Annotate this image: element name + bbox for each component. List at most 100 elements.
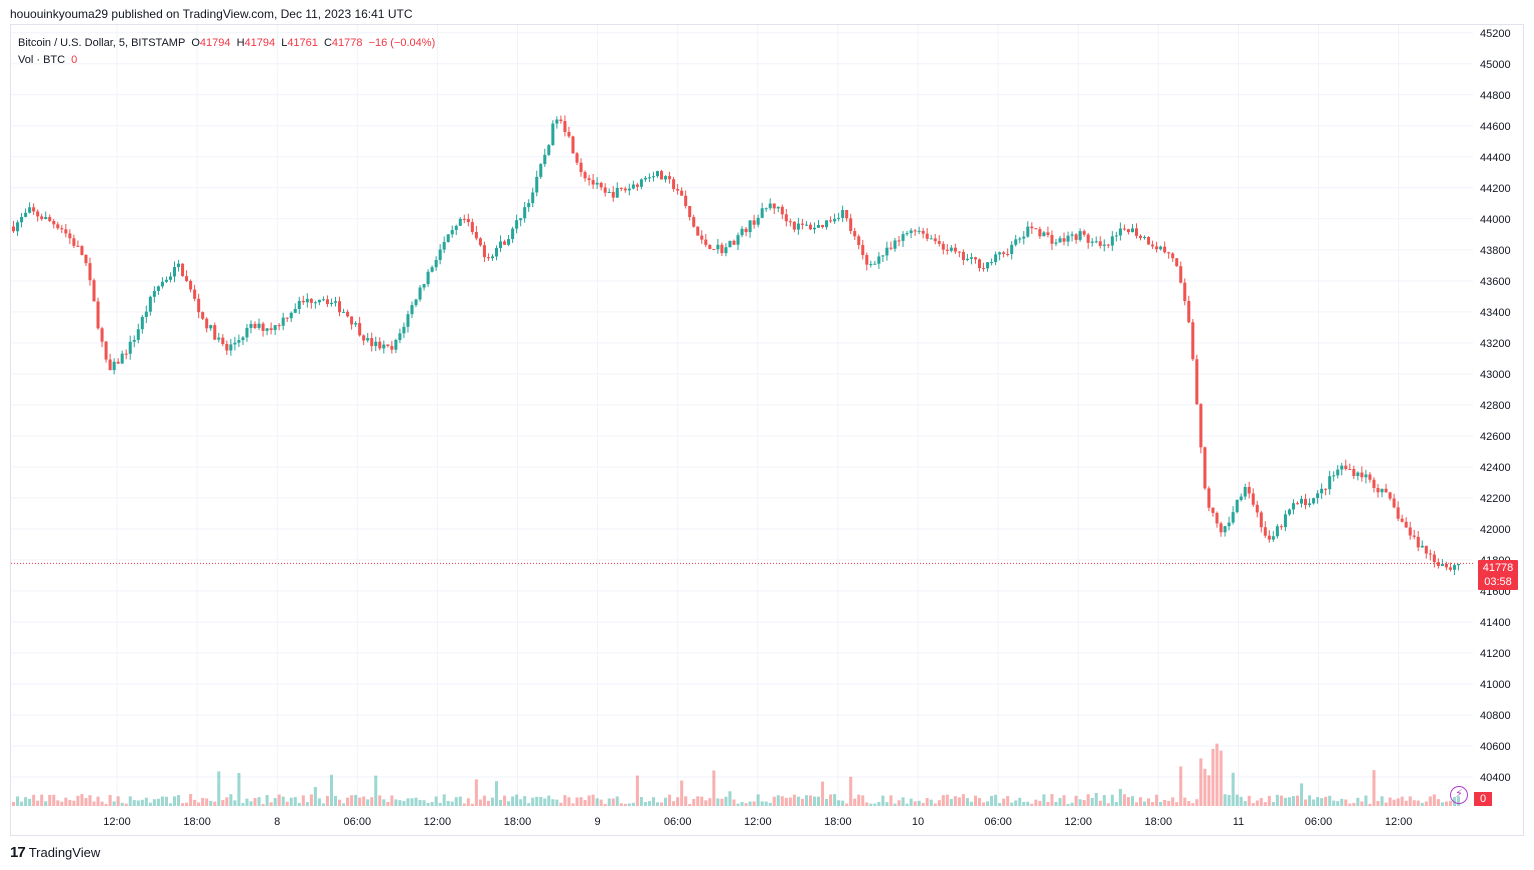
candle-body: [656, 171, 660, 177]
y-tick-label: 44200: [1480, 183, 1511, 195]
volume-bar: [466, 798, 470, 806]
volume-bar: [784, 797, 788, 806]
candle-body: [120, 353, 124, 364]
volume-bar: [969, 801, 973, 806]
candle-body: [651, 176, 655, 178]
candle-body: [873, 263, 877, 265]
candle-body: [945, 249, 949, 251]
candle-body: [402, 326, 406, 334]
volume-bar: [80, 794, 84, 806]
volume-bar: [1219, 750, 1223, 806]
candle-body: [1090, 241, 1094, 243]
candle-body: [752, 220, 756, 225]
volume-label[interactable]: Vol · BTC: [18, 54, 66, 66]
candle-body: [84, 254, 88, 264]
candle-body: [1372, 479, 1376, 489]
candle-body: [583, 172, 587, 179]
candle-body: [1360, 472, 1364, 478]
candle-body: [237, 340, 241, 343]
volume-bar: [1328, 795, 1332, 806]
candle-body: [213, 325, 217, 340]
candle-body: [1050, 234, 1054, 244]
volume-bar: [486, 800, 490, 806]
candle-body: [1392, 498, 1396, 508]
candle-body: [245, 327, 249, 338]
candle-body: [788, 221, 792, 223]
volume-bar: [639, 796, 643, 806]
volume-bar: [764, 801, 768, 806]
candle-body: [108, 359, 112, 371]
candle-body: [808, 224, 812, 230]
volume-bar: [688, 803, 692, 806]
volume-bar: [1078, 799, 1082, 806]
candle-body: [973, 257, 977, 260]
volume-bar: [623, 803, 627, 806]
volume-bar: [329, 774, 333, 806]
candle-body: [205, 318, 209, 329]
candle-body: [181, 263, 185, 277]
volume-bar: [173, 796, 177, 806]
symbol-name[interactable]: Bitcoin / U.S. Dollar, 5, BITSTAMP: [18, 37, 186, 49]
x-tick-label: 18:00: [504, 816, 532, 828]
volume-bar: [1364, 795, 1368, 806]
volume-bar: [36, 800, 40, 806]
candle-body: [430, 267, 434, 272]
flash-icon[interactable]: ⚡: [1450, 786, 1468, 804]
volume-bar: [430, 801, 434, 806]
candle-body: [217, 337, 221, 340]
volume-bar: [1167, 800, 1171, 806]
volume-bar: [768, 802, 772, 806]
volume-bar: [164, 796, 168, 806]
candle-body: [1171, 253, 1175, 259]
volume-bar: [559, 802, 563, 806]
volume-bar: [56, 800, 60, 806]
candle-body: [1098, 241, 1102, 246]
candle-body: [1416, 536, 1420, 548]
volume-bar: [1440, 802, 1444, 806]
candle-body: [724, 247, 728, 254]
candle-body: [346, 311, 350, 317]
footer-brand[interactable]: 17 TradingView: [10, 844, 100, 861]
volume-bar: [941, 795, 945, 806]
candle-body: [881, 255, 885, 257]
volume-bar: [374, 775, 378, 806]
candle-body: [1175, 258, 1179, 267]
candle-body: [877, 256, 881, 264]
volume-bar: [575, 797, 579, 806]
volume-bar: [1392, 799, 1396, 806]
volume-bar: [1211, 748, 1215, 806]
candle-body: [1026, 226, 1030, 237]
volume-bar: [474, 779, 478, 806]
chart-frame: [10, 24, 1524, 836]
legend-row-volume: Vol · BTC 0: [18, 52, 438, 69]
volume-bar: [531, 797, 535, 806]
volume-bar: [780, 796, 784, 806]
volume-bar: [458, 796, 462, 806]
candle-body: [124, 353, 128, 355]
volume-tag: 0: [1474, 792, 1492, 806]
volume-bar: [752, 801, 756, 806]
volume-bar: [1175, 802, 1179, 806]
volume-bar: [1275, 794, 1279, 806]
candle-body: [450, 229, 454, 235]
candle-body: [1102, 244, 1106, 246]
volume-bar: [1122, 794, 1126, 806]
volume-bar: [40, 794, 44, 806]
y-tick-label: 43400: [1480, 307, 1511, 319]
candle-body: [531, 192, 535, 204]
y-tick-label: 40400: [1480, 772, 1511, 784]
volume-bar: [1424, 801, 1428, 806]
candle-body: [1348, 469, 1352, 471]
volume-bar: [788, 797, 792, 806]
volume-bar: [309, 794, 313, 806]
candle-body: [495, 248, 499, 257]
volume-bar: [410, 798, 414, 806]
volume-bar: [885, 802, 889, 806]
volume-bar: [1259, 798, 1263, 806]
candle-body: [1134, 228, 1138, 236]
volume-bar: [217, 771, 221, 806]
volume-bar: [1110, 794, 1114, 806]
candle-body: [990, 262, 994, 264]
volume-bar: [398, 800, 402, 806]
